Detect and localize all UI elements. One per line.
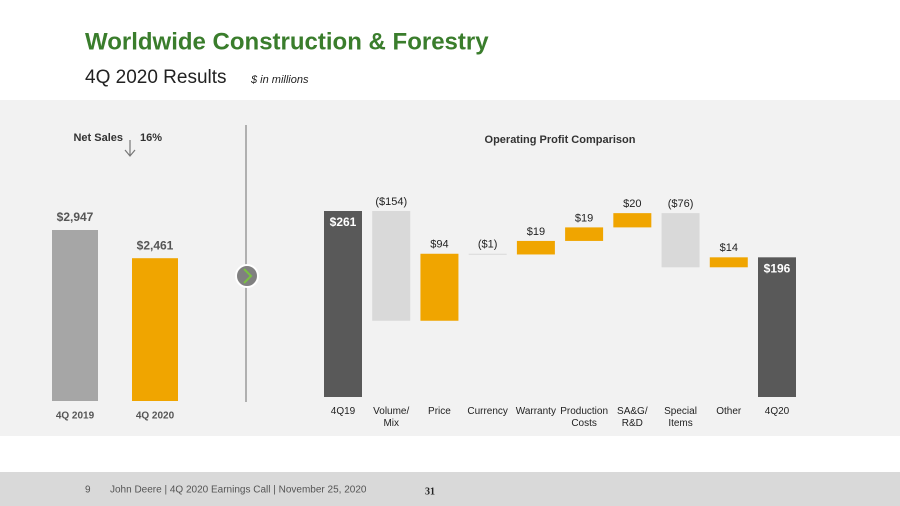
net-sales-change: 16% [140,132,162,144]
bar [661,213,700,268]
waterfall-title: Operating Profit Comparison [485,134,636,146]
value-label: $19 [527,226,545,238]
value-label: $14 [720,242,738,254]
x-tick-label: 4Q 2019 [56,411,95,422]
x-tick-label: Other [716,406,742,417]
x-tick-label: SA&G/ R&D [617,406,648,429]
bar [420,253,459,321]
value-label: $94 [430,239,448,251]
bar [613,213,652,228]
net-sales-title: Net Sales [73,132,123,144]
value-label: $261 [330,215,357,229]
value-label: $20 [623,198,641,210]
subtitle-note: $ in millions [250,74,309,86]
arrow-circle [235,264,259,288]
x-tick-label: 4Q19 [330,406,356,417]
footer-text: John Deere | 4Q 2020 Earnings Call | Nov… [110,485,367,496]
bar [372,211,411,321]
bar [758,257,796,397]
bar [516,240,555,255]
value-label: ($154) [375,196,407,208]
x-tick-label: Volume/ Mix [373,406,410,429]
arrow-icon [243,268,253,284]
value-label: $19 [575,212,593,224]
down-arrow [124,140,136,157]
bar [132,258,178,401]
subtitle: 4Q 2020 Results [85,67,227,88]
x-tick-label: 4Q 2020 [136,411,175,422]
x-tick-label: Special Items [664,406,697,429]
x-tick-label: Currency [467,406,508,417]
x-tick-label: Warranty [515,406,556,417]
bar [52,230,98,401]
x-tick-label: 4Q20 [764,406,790,417]
value-label: $2,461 [137,238,174,252]
bar [565,227,604,241]
bar [709,257,748,268]
value-label: ($76) [668,198,694,210]
bar [324,211,362,397]
value-label: $196 [764,261,791,275]
page-number: 9 [85,485,91,496]
title: Worldwide Construction & Forestry [85,28,489,55]
footer-bar [0,472,900,506]
slide-number: 31 [425,486,435,497]
bar [468,253,507,255]
value-label: $2,947 [57,210,94,224]
x-tick-label: Price [428,406,451,417]
value-label: ($1) [478,239,498,251]
x-tick-label: Production Costs [560,406,609,429]
